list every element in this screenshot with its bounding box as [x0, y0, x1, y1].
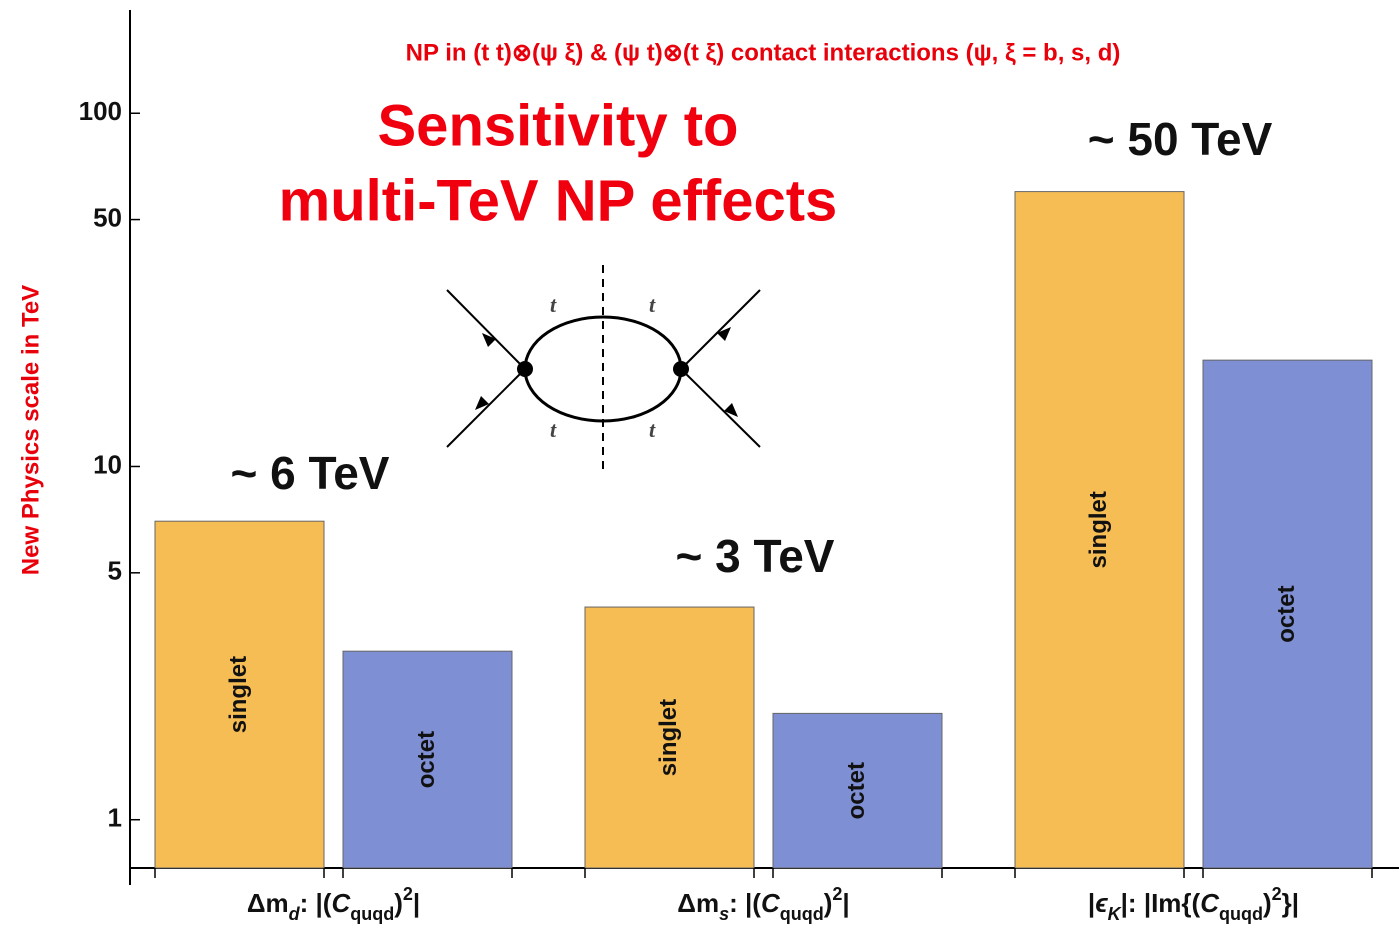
x-tick-label-part: C	[761, 888, 781, 918]
y-tick-label: 50	[93, 202, 122, 232]
x-tick-label-part: |	[413, 888, 420, 918]
x-tick-label-part: ϵ	[1095, 888, 1108, 918]
x-tick-label-part: )	[1263, 888, 1272, 918]
x-tick-label-part: 2	[1272, 884, 1282, 904]
x-tick-label-part: }|	[1282, 888, 1299, 918]
chart-subtitle: NP in (t t)⊗(ψ ξ) & (ψ t)⊗(t ξ) contact …	[406, 39, 1121, 66]
x-tick-label-part: )	[394, 888, 403, 918]
annotation: ~ 6 TeV	[231, 447, 390, 499]
diagram-label: t	[649, 417, 656, 442]
x-tick-label: |ϵK|: |Im{(Cquqd)2}|	[1088, 884, 1299, 924]
x-tick-label-part: : |(	[729, 888, 761, 918]
y-tick-label: 1	[108, 803, 122, 833]
feynman-diagram	[447, 265, 760, 475]
y-axis-label: New Physics scale in TeV	[17, 285, 44, 575]
x-tick-label-part: 2	[403, 884, 413, 904]
diagram-label: t	[550, 292, 557, 317]
bar-label: singlet	[655, 699, 682, 776]
x-tick-label-part: |: |Im{(	[1121, 888, 1201, 918]
x-tick-label-part: quqd	[780, 904, 824, 924]
x-tick-label-part: s	[719, 904, 729, 924]
x-tick-label-part: |	[1088, 888, 1095, 918]
diagram-label: t	[649, 292, 656, 317]
x-tick-label-part: )	[824, 888, 833, 918]
y-tick-label: 10	[93, 449, 122, 479]
diagram-label: t	[550, 417, 557, 442]
x-tick-label-part: Δm	[247, 888, 289, 918]
x-tick-label-part: quqd	[350, 904, 394, 924]
x-tick-label: Δmd: |(Cquqd)2|	[247, 884, 420, 924]
bar-label: singlet	[225, 656, 252, 733]
x-tick-label-part: 2	[832, 884, 842, 904]
y-tick-label: 5	[108, 556, 122, 586]
chart: NP in (t t)⊗(ψ ξ) & (ψ t)⊗(t ξ) contact …	[0, 0, 1399, 930]
x-tick-label-part: quqd	[1219, 904, 1263, 924]
bar-label: octet	[1273, 585, 1300, 642]
x-tick-label-part: C	[1200, 888, 1220, 918]
x-tick-label-part: |	[842, 888, 849, 918]
x-tick-label: Δms: |(Cquqd)2|	[677, 884, 849, 924]
x-tick-label-part: : |(	[300, 888, 332, 918]
y-tick-label: 100	[79, 96, 122, 126]
x-tick-label-part: Δm	[677, 888, 719, 918]
annotation: ~ 3 TeV	[676, 530, 835, 582]
annotation: ~ 50 TeV	[1088, 113, 1273, 165]
bar-label: octet	[413, 731, 440, 788]
chart-title: Sensitivity to	[378, 93, 739, 158]
bar-label: octet	[843, 762, 870, 819]
bar-label: singlet	[1085, 491, 1112, 568]
x-tick-label-part: C	[331, 888, 351, 918]
chart-title: multi-TeV NP effects	[279, 168, 838, 233]
